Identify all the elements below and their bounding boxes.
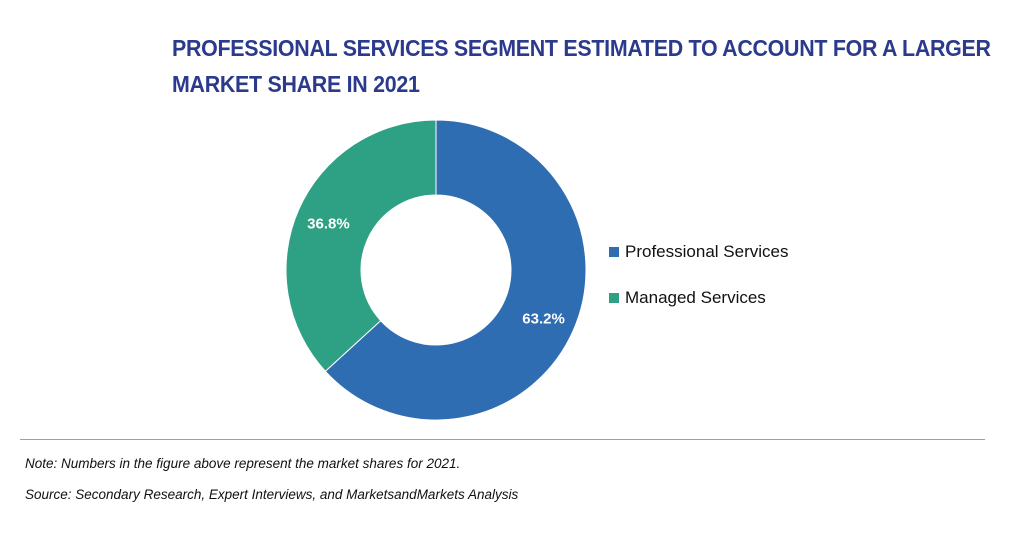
chart-title-line-2: MARKET SHARE IN 2021 — [172, 71, 420, 97]
legend-item-managed-services: Managed Services — [609, 286, 788, 310]
chart-title: PROFESSIONAL SERVICES SEGMENT ESTIMATED … — [172, 30, 991, 102]
legend-swatch-managed-services — [609, 293, 619, 303]
donut-slice-professional-services — [324, 119, 587, 421]
footer-divider — [20, 439, 985, 440]
chart-title-line-1: PROFESSIONAL SERVICES SEGMENT ESTIMATED … — [172, 35, 991, 61]
legend-label-managed-services: Managed Services — [625, 288, 766, 307]
donut-slice-managed-services — [285, 119, 437, 373]
data-label-professional-services: 63.2% — [522, 310, 565, 327]
legend-label-professional-services: Professional Services — [625, 242, 789, 261]
footer-source: Source: Secondary Research, Expert Inter… — [25, 487, 519, 502]
legend-swatch-professional-services — [609, 247, 619, 257]
legend-item-professional-services: Professional Services — [609, 240, 788, 264]
chart-legend: Professional Services Managed Services — [609, 240, 788, 332]
data-label-managed-services: 36.8% — [307, 216, 350, 233]
footer-note: Note: Numbers in the figure above repres… — [25, 456, 461, 471]
